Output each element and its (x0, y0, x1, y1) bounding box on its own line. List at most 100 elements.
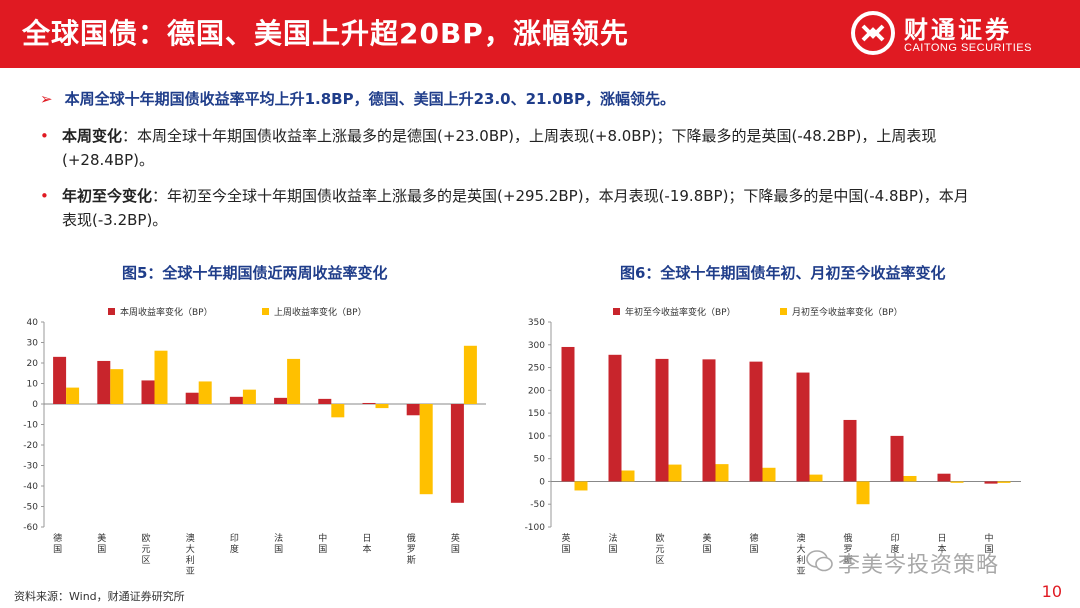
legend-label: 年初至今收益率变化（BP） (625, 306, 736, 318)
x-tick-label: 元 (141, 545, 150, 555)
bar-primary (141, 380, 155, 404)
x-tick-label: 日 (937, 533, 946, 544)
legend-swatch (108, 308, 115, 315)
x-tick-label: 大 (186, 543, 195, 555)
bar-secondary (419, 404, 433, 495)
x-tick-label: 罗 (407, 544, 416, 555)
x-tick-label: 大 (796, 543, 805, 555)
x-tick-label: 国 (451, 544, 460, 555)
x-tick-label: 日 (362, 533, 371, 544)
y-tick-label: 150 (528, 409, 545, 419)
x-tick-label: 国 (749, 544, 758, 555)
page-title: 全球国债：德国、美国上升超20BP，涨幅领先 (22, 17, 629, 50)
bar-primary (796, 372, 810, 482)
chart-title-fig6: 图6：全球十年期国债年初、月初至今收益率变化 (620, 264, 946, 282)
x-tick-label: 度 (890, 543, 899, 555)
x-tick-label: 国 (97, 544, 106, 555)
x-tick-label: 欧 (141, 532, 150, 544)
bar-primary (53, 356, 67, 404)
y-tick-label: -50 (530, 500, 545, 510)
bar-primary (843, 419, 857, 482)
bar-secondary (463, 345, 477, 404)
source-note: 资料来源：Wind，财通证券研究所 (14, 590, 185, 603)
bar-secondary (110, 369, 124, 404)
header-bar: 全球国债：德国、美国上升超20BP，涨幅领先 财通证券 CAITONG SECU… (0, 0, 1080, 68)
x-tick-label: 中 (984, 532, 993, 544)
x-tick-label: 法 (274, 532, 283, 544)
x-tick-label: 国 (608, 544, 617, 555)
x-tick-label: 国 (274, 544, 283, 555)
bullet-text: ：年初至今全球十年期国债收益率上涨最多的是英国(+295.2BP)，本月表现(-… (62, 187, 969, 229)
x-tick-label: 国 (561, 544, 570, 555)
y-tick-label: -60 (23, 523, 38, 533)
bar-secondary (950, 481, 964, 483)
x-tick-label: 德 (749, 532, 758, 544)
x-tick-label: 印 (230, 532, 239, 544)
logo-emblem-icon (851, 11, 895, 55)
bar-primary (608, 354, 622, 482)
chart-title-fig5: 图5：全球十年期国债近两周收益率变化 (122, 264, 388, 282)
y-tick-label: 10 (27, 380, 39, 390)
bar-secondary (997, 481, 1011, 483)
bar-secondary (154, 350, 168, 404)
y-tick-label: 20 (27, 359, 39, 369)
bar-primary (984, 481, 998, 484)
x-tick-label: 法 (608, 532, 617, 544)
bar-secondary (287, 358, 301, 404)
bar-secondary (903, 475, 917, 482)
x-tick-label: 利 (186, 554, 195, 566)
watermark: 李美岑投资策略 (806, 545, 1056, 581)
bar-secondary (375, 404, 389, 409)
x-tick-label: 美 (702, 532, 711, 544)
y-tick-label: 350 (528, 318, 545, 328)
arrow-bullet-icon: ➢ (40, 90, 53, 108)
company-logo: 财通证券 CAITONG SECURITIES (850, 8, 1050, 60)
x-tick-label: 本 (362, 543, 371, 555)
logo-text-cn: 财通证券 (904, 16, 1012, 44)
bullet-dot-icon: • (40, 127, 49, 145)
x-tick-label: 罗 (843, 544, 852, 555)
y-tick-label: -100 (525, 523, 546, 533)
y-tick-label: 0 (539, 477, 545, 487)
y-tick-label: 40 (27, 318, 39, 328)
y-tick-label: 0 (32, 400, 38, 410)
logo-text-en: CAITONG SECURITIES (904, 42, 1032, 54)
y-tick-label: -30 (23, 462, 38, 472)
lead-text: 本周全球十年期国债收益率平均上升1.8BP，德国、美国上升23.0、21.0BP… (64, 90, 676, 108)
bullet-ytd-change: • 年初至今变化：年初至今全球十年期国债收益率上涨最多的是英国(+295.2BP… (40, 184, 970, 232)
bar-secondary (66, 387, 80, 404)
wechat-icon (806, 550, 833, 572)
y-tick-label: 30 (27, 339, 39, 349)
bar-primary (749, 361, 763, 482)
chart-fig6: 年初至今收益率变化（BP） 月初至今收益率变化（BP） 350 300 250 200 15… (525, 306, 1021, 577)
y-tick-label: -40 (23, 482, 38, 492)
y-tick-label: -20 (23, 441, 38, 451)
lead-summary: ➢ 本周全球十年期国债收益率平均上升1.8BP，德国、美国上升23.0、21.0B… (40, 88, 1040, 109)
legend-swatch (262, 308, 269, 315)
chart-fig5: 本周收益率变化（BP） 上周收益率变化（BP） 40 30 20 10 0 -10 -20 -30… (23, 306, 486, 577)
x-tick-label: 德 (53, 532, 62, 544)
bar-secondary (856, 481, 870, 505)
bar-primary (702, 359, 716, 482)
legend-swatch (780, 308, 787, 315)
legend-label: 本周收益率变化（BP） (120, 306, 213, 318)
bar-secondary (715, 464, 729, 482)
legend-label: 上周收益率变化（BP） (274, 306, 367, 318)
bar-secondary (198, 381, 212, 404)
bullet-label: 本周变化 (62, 127, 123, 145)
x-tick-label: 国 (53, 544, 62, 555)
bar-secondary (574, 481, 588, 491)
bar-primary (655, 358, 669, 482)
y-tick-label: 100 (528, 432, 545, 442)
x-tick-label: 俄 (843, 532, 852, 544)
y-tick-label: 250 (528, 364, 545, 374)
x-tick-label: 印 (890, 532, 899, 544)
x-tick-label: 欧 (655, 532, 664, 544)
x-tick-label: 利 (796, 554, 805, 566)
x-tick-label: 澳 (186, 532, 195, 544)
y-tick-label: 300 (528, 341, 545, 351)
bullet-weekly-change: • 本周变化：本周全球十年期国债收益率上涨最多的是德国(+23.0BP)，上周表… (40, 124, 970, 172)
y-tick-label: 50 (534, 455, 546, 465)
bar-secondary (242, 389, 256, 404)
bar-primary (561, 346, 575, 482)
